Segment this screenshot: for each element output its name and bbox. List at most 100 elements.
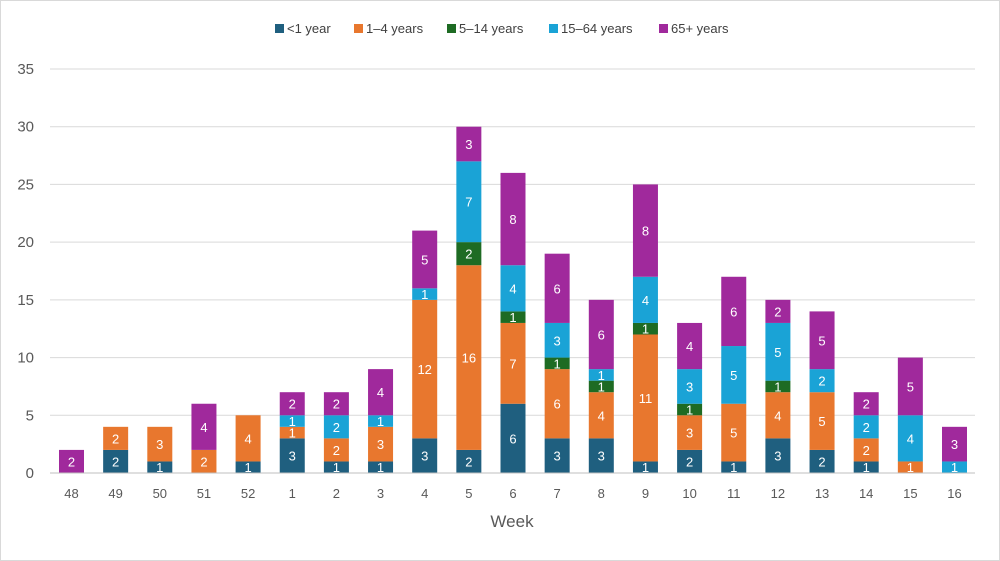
bar-segment bbox=[942, 426, 967, 462]
bar-segment bbox=[721, 403, 747, 462]
bar-segment bbox=[323, 438, 349, 462]
bar-segment bbox=[853, 392, 879, 416]
data-label: 1 bbox=[598, 368, 605, 383]
data-label: 5 bbox=[818, 414, 825, 429]
x-tick-label: 51 bbox=[197, 486, 211, 501]
data-label: 2 bbox=[68, 454, 75, 469]
bar-segment bbox=[368, 369, 394, 416]
legend-swatch bbox=[275, 24, 284, 33]
x-tick-label: 14 bbox=[859, 486, 873, 501]
data-label: 1 bbox=[289, 426, 296, 441]
data-label: 6 bbox=[598, 327, 605, 342]
data-label: 1 bbox=[907, 460, 914, 475]
bar-segment bbox=[765, 299, 791, 323]
bar-segment bbox=[412, 438, 438, 473]
bar-segment bbox=[456, 126, 482, 162]
y-tick-label: 25 bbox=[17, 176, 34, 193]
bar-segment bbox=[677, 322, 703, 370]
bar-segment bbox=[677, 403, 703, 416]
data-label: 1 bbox=[642, 322, 649, 337]
data-label: 2 bbox=[333, 397, 340, 412]
bar-segment bbox=[500, 311, 526, 323]
data-label: 4 bbox=[774, 408, 781, 423]
data-label: 16 bbox=[462, 351, 476, 366]
legend-entry: 5–14 years bbox=[459, 21, 524, 36]
bar-segment bbox=[942, 461, 967, 473]
bar-segment bbox=[500, 172, 526, 266]
bar-segment bbox=[809, 449, 835, 473]
bar-segment bbox=[632, 184, 658, 277]
legend-swatch bbox=[447, 24, 456, 33]
data-label: 2 bbox=[818, 374, 825, 389]
bar-segment bbox=[279, 415, 305, 427]
data-label: 2 bbox=[863, 443, 870, 458]
data-label: 1 bbox=[377, 414, 384, 429]
bar-segment bbox=[279, 392, 305, 416]
bar-segment bbox=[323, 461, 349, 473]
data-label: 3 bbox=[156, 437, 163, 452]
y-tick-label: 10 bbox=[17, 350, 34, 367]
data-label: 1 bbox=[509, 310, 516, 325]
bar-segment bbox=[191, 449, 217, 473]
data-label: 2 bbox=[112, 431, 119, 446]
data-label: 1 bbox=[598, 379, 605, 394]
data-label: 4 bbox=[377, 385, 384, 400]
bar-segment bbox=[897, 357, 923, 416]
data-label: 3 bbox=[774, 449, 781, 464]
x-tick-label: 8 bbox=[598, 486, 605, 501]
data-label: 5 bbox=[421, 252, 428, 267]
bar-segment bbox=[456, 242, 482, 266]
bar-segment bbox=[544, 438, 570, 473]
bar-segment bbox=[853, 415, 879, 439]
data-label: 1 bbox=[686, 403, 693, 418]
data-label: 1 bbox=[863, 460, 870, 475]
data-label: 8 bbox=[509, 212, 516, 227]
bar-segment bbox=[588, 299, 614, 370]
x-tick-label: 49 bbox=[108, 486, 122, 501]
bar-segment bbox=[853, 438, 879, 462]
bar-segment bbox=[721, 346, 747, 404]
y-tick-label: 15 bbox=[17, 292, 34, 309]
data-label: 2 bbox=[863, 420, 870, 435]
bar-segment bbox=[809, 311, 835, 370]
bar-segment bbox=[368, 415, 394, 427]
data-label: 4 bbox=[244, 431, 251, 446]
data-label: 4 bbox=[907, 431, 914, 446]
legend-swatch bbox=[549, 24, 558, 33]
legend-swatch bbox=[659, 24, 668, 33]
bar-segment bbox=[588, 438, 614, 473]
data-label: 2 bbox=[112, 454, 119, 469]
y-tick-label: 0 bbox=[26, 465, 34, 482]
data-label: 3 bbox=[289, 449, 296, 464]
bar-segment bbox=[147, 426, 173, 462]
data-label: 4 bbox=[509, 281, 516, 296]
bar-segment bbox=[103, 449, 129, 473]
bar-segment bbox=[677, 369, 703, 404]
data-label: 3 bbox=[598, 449, 605, 464]
data-label: 2 bbox=[289, 397, 296, 412]
data-label: 1 bbox=[289, 414, 296, 429]
bar-segment bbox=[103, 426, 129, 450]
bar-segment bbox=[368, 461, 394, 473]
data-label: 5 bbox=[774, 345, 781, 360]
legend-swatch bbox=[354, 24, 363, 33]
data-label: 2 bbox=[774, 304, 781, 319]
x-tick-label: 50 bbox=[153, 486, 167, 501]
data-label: 12 bbox=[417, 362, 431, 377]
x-tick-label: 3 bbox=[377, 486, 384, 501]
data-label: 5 bbox=[730, 368, 737, 383]
bar-segment bbox=[544, 357, 570, 370]
bar-segment bbox=[721, 461, 747, 473]
data-label: 3 bbox=[554, 449, 561, 464]
bar-segment bbox=[809, 392, 835, 450]
bar-segment bbox=[588, 392, 614, 439]
data-label: 5 bbox=[907, 379, 914, 394]
data-label: 4 bbox=[200, 420, 207, 435]
data-label: 6 bbox=[509, 431, 516, 446]
legend-entry: 15–64 years bbox=[561, 21, 633, 36]
y-tick-label: 20 bbox=[17, 234, 34, 251]
bar-segment bbox=[897, 415, 923, 462]
x-tick-label: 2 bbox=[333, 486, 340, 501]
bar-segment bbox=[412, 288, 438, 300]
